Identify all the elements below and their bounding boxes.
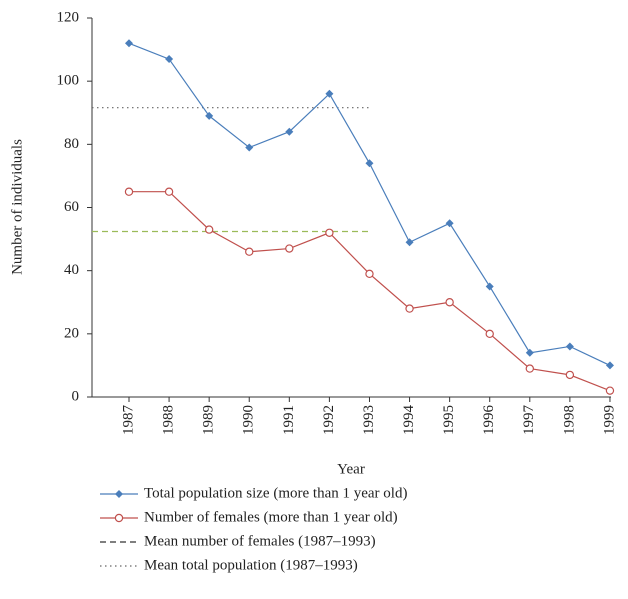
x-tick-label: 1995 — [441, 405, 457, 435]
point — [605, 361, 614, 370]
point — [525, 348, 534, 357]
point — [445, 298, 454, 307]
point — [165, 55, 174, 64]
point — [365, 159, 374, 168]
y-tick-label: 60 — [64, 199, 79, 215]
point — [325, 89, 334, 98]
point — [245, 143, 254, 152]
legend-label: Total population size (more than 1 year … — [144, 485, 407, 501]
y-tick-label: 80 — [64, 136, 79, 152]
point — [485, 282, 494, 291]
y-tick-label: 20 — [64, 325, 79, 341]
series-line — [128, 42, 611, 366]
y-axis-label: Number of individuals — [9, 139, 25, 275]
point — [405, 304, 414, 313]
x-tick-label: 1994 — [401, 405, 417, 436]
x-tick-label: 1993 — [361, 405, 377, 435]
legend-label: Number of females (more than 1 year old) — [144, 509, 398, 525]
x-axis-label: Year — [337, 461, 365, 477]
point — [325, 228, 334, 237]
point — [204, 225, 214, 234]
point — [245, 247, 254, 256]
point — [125, 39, 133, 48]
x-tick-label: 1999 — [601, 405, 617, 435]
x-tick-label: 1992 — [321, 405, 337, 435]
point — [115, 490, 123, 498]
x-tick-label: 1991 — [281, 405, 297, 435]
x-tick-label: 1997 — [521, 405, 537, 436]
legend-label: Mean total population (1987–1993) — [144, 557, 358, 573]
x-tick-label: 1987 — [120, 405, 136, 436]
point — [485, 329, 494, 339]
x-tick-label: 1996 — [481, 404, 497, 435]
y-tick-label: 100 — [57, 73, 80, 89]
x-tick-label: 1989 — [201, 405, 217, 435]
point — [285, 127, 294, 136]
legend-label: Mean number of females (1987–1993) — [144, 533, 376, 549]
point — [114, 513, 124, 523]
series-line — [129, 191, 611, 392]
point — [285, 244, 294, 253]
point — [525, 364, 535, 373]
point — [365, 269, 374, 279]
y-tick-label: 40 — [64, 262, 79, 278]
point — [565, 342, 574, 351]
point — [205, 111, 214, 120]
y-tick-label: 0 — [72, 388, 80, 404]
point — [565, 370, 575, 380]
point — [164, 187, 174, 196]
point — [445, 219, 454, 228]
point — [405, 238, 414, 247]
point — [124, 187, 134, 196]
y-tick-label: 120 — [57, 9, 80, 25]
x-tick-label: 1988 — [161, 405, 177, 435]
point — [605, 386, 615, 395]
x-tick-label: 1990 — [241, 405, 257, 435]
x-tick-label: 1998 — [561, 405, 577, 435]
